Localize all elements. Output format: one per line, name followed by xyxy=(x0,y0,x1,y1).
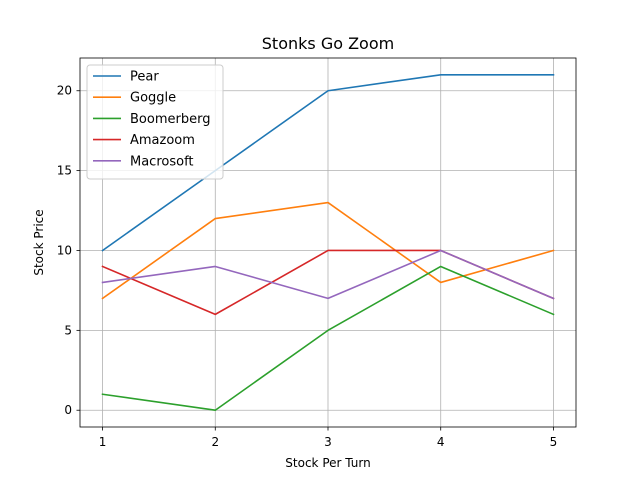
legend-label: Goggle xyxy=(130,91,176,106)
series-lines xyxy=(101,73,555,412)
x-tick-label: 5 xyxy=(550,435,558,449)
x-tick-label: 1 xyxy=(99,435,107,449)
legend-box xyxy=(86,64,224,180)
x-tick-label: 3 xyxy=(324,435,332,449)
series-goggle xyxy=(101,201,555,300)
legend-label: Boomerberg xyxy=(130,112,210,127)
y-tick-label: 15 xyxy=(57,164,72,178)
series-pear xyxy=(101,73,555,252)
y-tick-label: 5 xyxy=(64,323,72,337)
x-axis-label: Stock Per Turn xyxy=(285,456,370,470)
series-line-pear xyxy=(101,73,555,252)
axis-ticks: 1 2 3 4 5 0 5 10 15 20 xyxy=(57,84,558,449)
y-tick-label: 20 xyxy=(57,84,72,98)
series-boomerberg xyxy=(101,265,555,412)
legend: Pear Goggle Boomerberg Amazoom Macrosoft xyxy=(86,64,224,180)
y-tick-label: 0 xyxy=(64,403,72,417)
y-axis-label: Stock Price xyxy=(32,209,46,275)
series-line-macrosoft xyxy=(101,249,555,300)
x-tick-label: 4 xyxy=(437,435,445,449)
legend-label: Amazoom xyxy=(130,133,195,148)
series-line-goggle xyxy=(101,201,555,300)
chart-title: Stonks Go Zoom xyxy=(262,34,394,53)
y-tick-label: 10 xyxy=(57,243,72,257)
x-tick-label: 2 xyxy=(211,435,219,449)
series-line-boomerberg xyxy=(101,265,555,412)
series-macrosoft xyxy=(101,249,555,300)
legend-label: Macrosoft xyxy=(130,154,194,169)
legend-label: Pear xyxy=(130,70,159,85)
